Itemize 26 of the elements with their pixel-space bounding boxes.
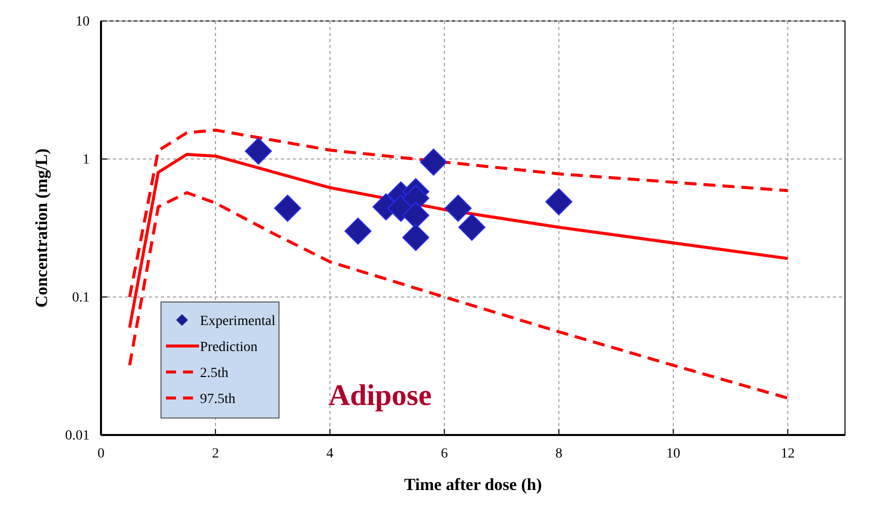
legend-label: 97.5th: [200, 392, 236, 407]
y-tick-label: 0.1: [72, 290, 90, 306]
point: [244, 138, 272, 165]
point: [402, 224, 430, 252]
y-tick-label: 10: [76, 14, 90, 30]
x-axis-title: Time after dose (h): [404, 475, 542, 494]
legend-label: Experimental: [200, 314, 276, 329]
y-tick-label: 1: [82, 152, 90, 168]
point: [274, 194, 302, 222]
point: [420, 148, 448, 176]
legend-label: 2.5th: [200, 366, 228, 381]
x-tick-label: 6: [440, 446, 448, 462]
y-axis-title: Concentration (mg/L): [32, 148, 51, 308]
x-tick-label: 10: [666, 446, 680, 462]
x-tick-label: 0: [98, 446, 104, 462]
point: [344, 218, 372, 245]
point: [458, 214, 486, 241]
y-tick-label: 0.01: [65, 428, 90, 444]
x-tick-label: 4: [326, 446, 334, 462]
x-tick-label: 8: [555, 446, 562, 462]
annotation: Adipose: [328, 379, 432, 412]
point: [444, 194, 472, 222]
legend-label: Prediction: [200, 340, 258, 355]
x-tick-label: 2: [212, 446, 219, 462]
point: [545, 188, 572, 216]
x-tick-label: 12: [780, 446, 795, 462]
